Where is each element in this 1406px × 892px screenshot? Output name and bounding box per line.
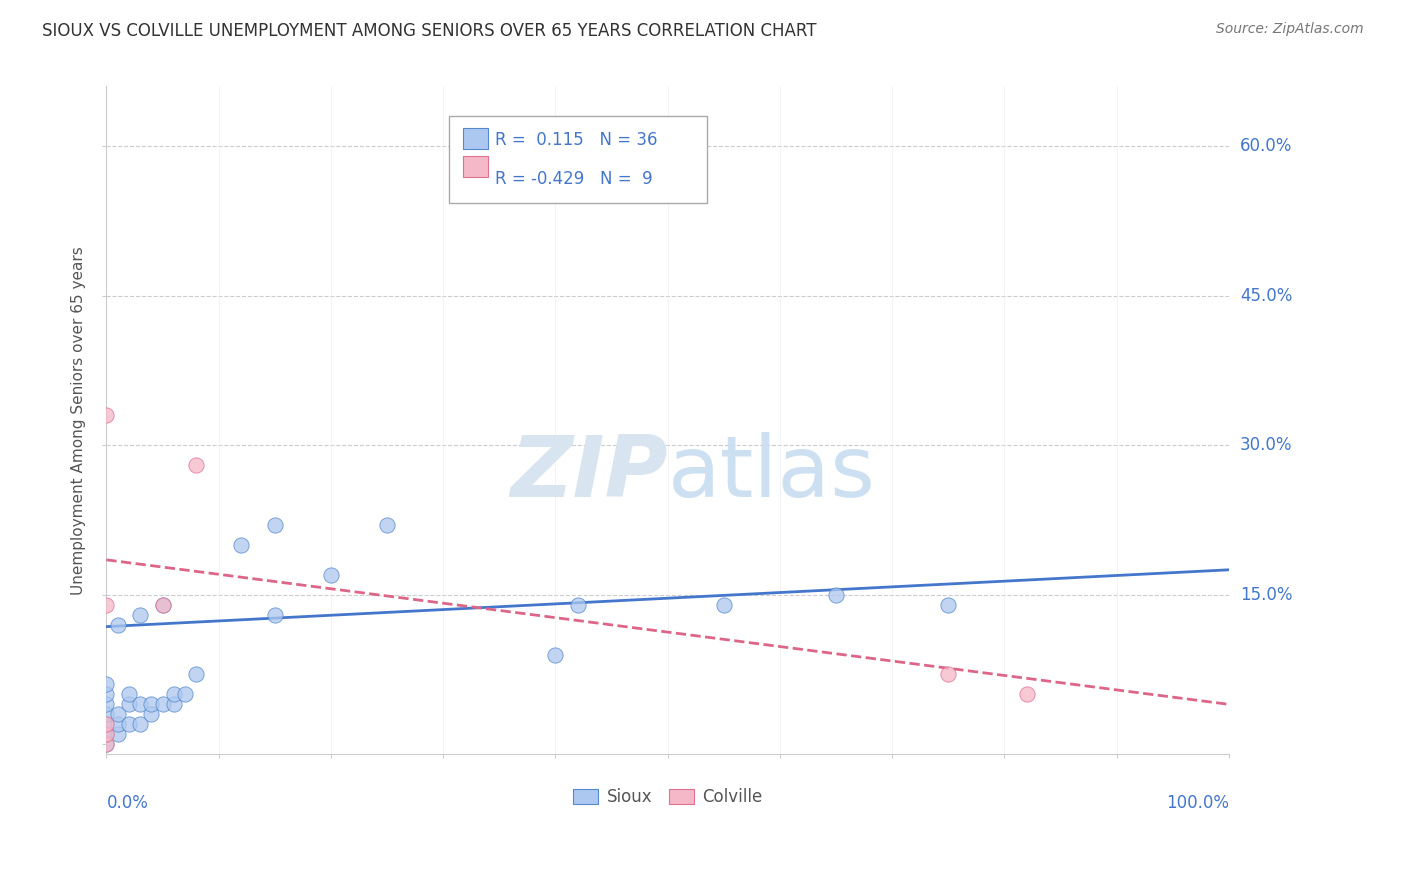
Point	[1015, 687, 1038, 701]
Point	[163, 698, 186, 712]
FancyBboxPatch shape	[464, 156, 488, 178]
Point	[96, 409, 118, 423]
Point	[163, 687, 186, 701]
Text: 45.0%: 45.0%	[1240, 286, 1292, 305]
Point	[96, 727, 118, 741]
Point	[152, 598, 174, 612]
Text: 100.0%: 100.0%	[1166, 794, 1229, 813]
Point	[96, 737, 118, 751]
Point	[936, 598, 959, 612]
Point	[96, 737, 118, 751]
Point	[96, 727, 118, 741]
Point	[229, 538, 252, 552]
Point	[118, 687, 141, 701]
Point	[174, 687, 197, 701]
Text: ZIP: ZIP	[510, 433, 668, 516]
Point	[263, 518, 285, 533]
Point	[96, 717, 118, 731]
Point	[375, 518, 398, 533]
Text: Source: ZipAtlas.com: Source: ZipAtlas.com	[1216, 22, 1364, 37]
Point	[544, 648, 567, 662]
Point	[96, 698, 118, 712]
Point	[141, 698, 163, 712]
Point	[118, 698, 141, 712]
Point	[713, 598, 735, 612]
Text: 30.0%: 30.0%	[1240, 436, 1292, 454]
Point	[96, 677, 118, 691]
Point	[107, 617, 129, 632]
Text: atlas: atlas	[668, 433, 876, 516]
Point	[152, 598, 174, 612]
Point	[186, 667, 208, 681]
Point	[107, 717, 129, 731]
Point	[263, 607, 285, 622]
Text: 15.0%: 15.0%	[1240, 586, 1292, 604]
Text: 60.0%: 60.0%	[1240, 137, 1292, 155]
Text: R =  0.115   N = 36: R = 0.115 N = 36	[495, 131, 657, 150]
Point	[96, 717, 118, 731]
Point	[96, 598, 118, 612]
Point	[825, 588, 848, 602]
Text: R = -0.429   N =  9: R = -0.429 N = 9	[495, 169, 652, 187]
Text: SIOUX VS COLVILLE UNEMPLOYMENT AMONG SENIORS OVER 65 YEARS CORRELATION CHART: SIOUX VS COLVILLE UNEMPLOYMENT AMONG SEN…	[42, 22, 817, 40]
Point	[141, 707, 163, 722]
FancyBboxPatch shape	[464, 128, 488, 149]
Point	[107, 727, 129, 741]
Point	[129, 717, 152, 731]
Legend: Sioux, Colville: Sioux, Colville	[567, 781, 769, 813]
Point	[96, 707, 118, 722]
Point	[567, 598, 589, 612]
FancyBboxPatch shape	[449, 117, 707, 203]
Text: 0.0%: 0.0%	[107, 794, 148, 813]
Point	[152, 698, 174, 712]
Point	[96, 687, 118, 701]
Point	[186, 458, 208, 472]
Point	[936, 667, 959, 681]
Point	[107, 707, 129, 722]
Point	[129, 698, 152, 712]
Y-axis label: Unemployment Among Seniors over 65 years: Unemployment Among Seniors over 65 years	[72, 246, 86, 595]
Point	[96, 727, 118, 741]
Point	[319, 567, 342, 582]
Point	[118, 717, 141, 731]
Point	[129, 607, 152, 622]
